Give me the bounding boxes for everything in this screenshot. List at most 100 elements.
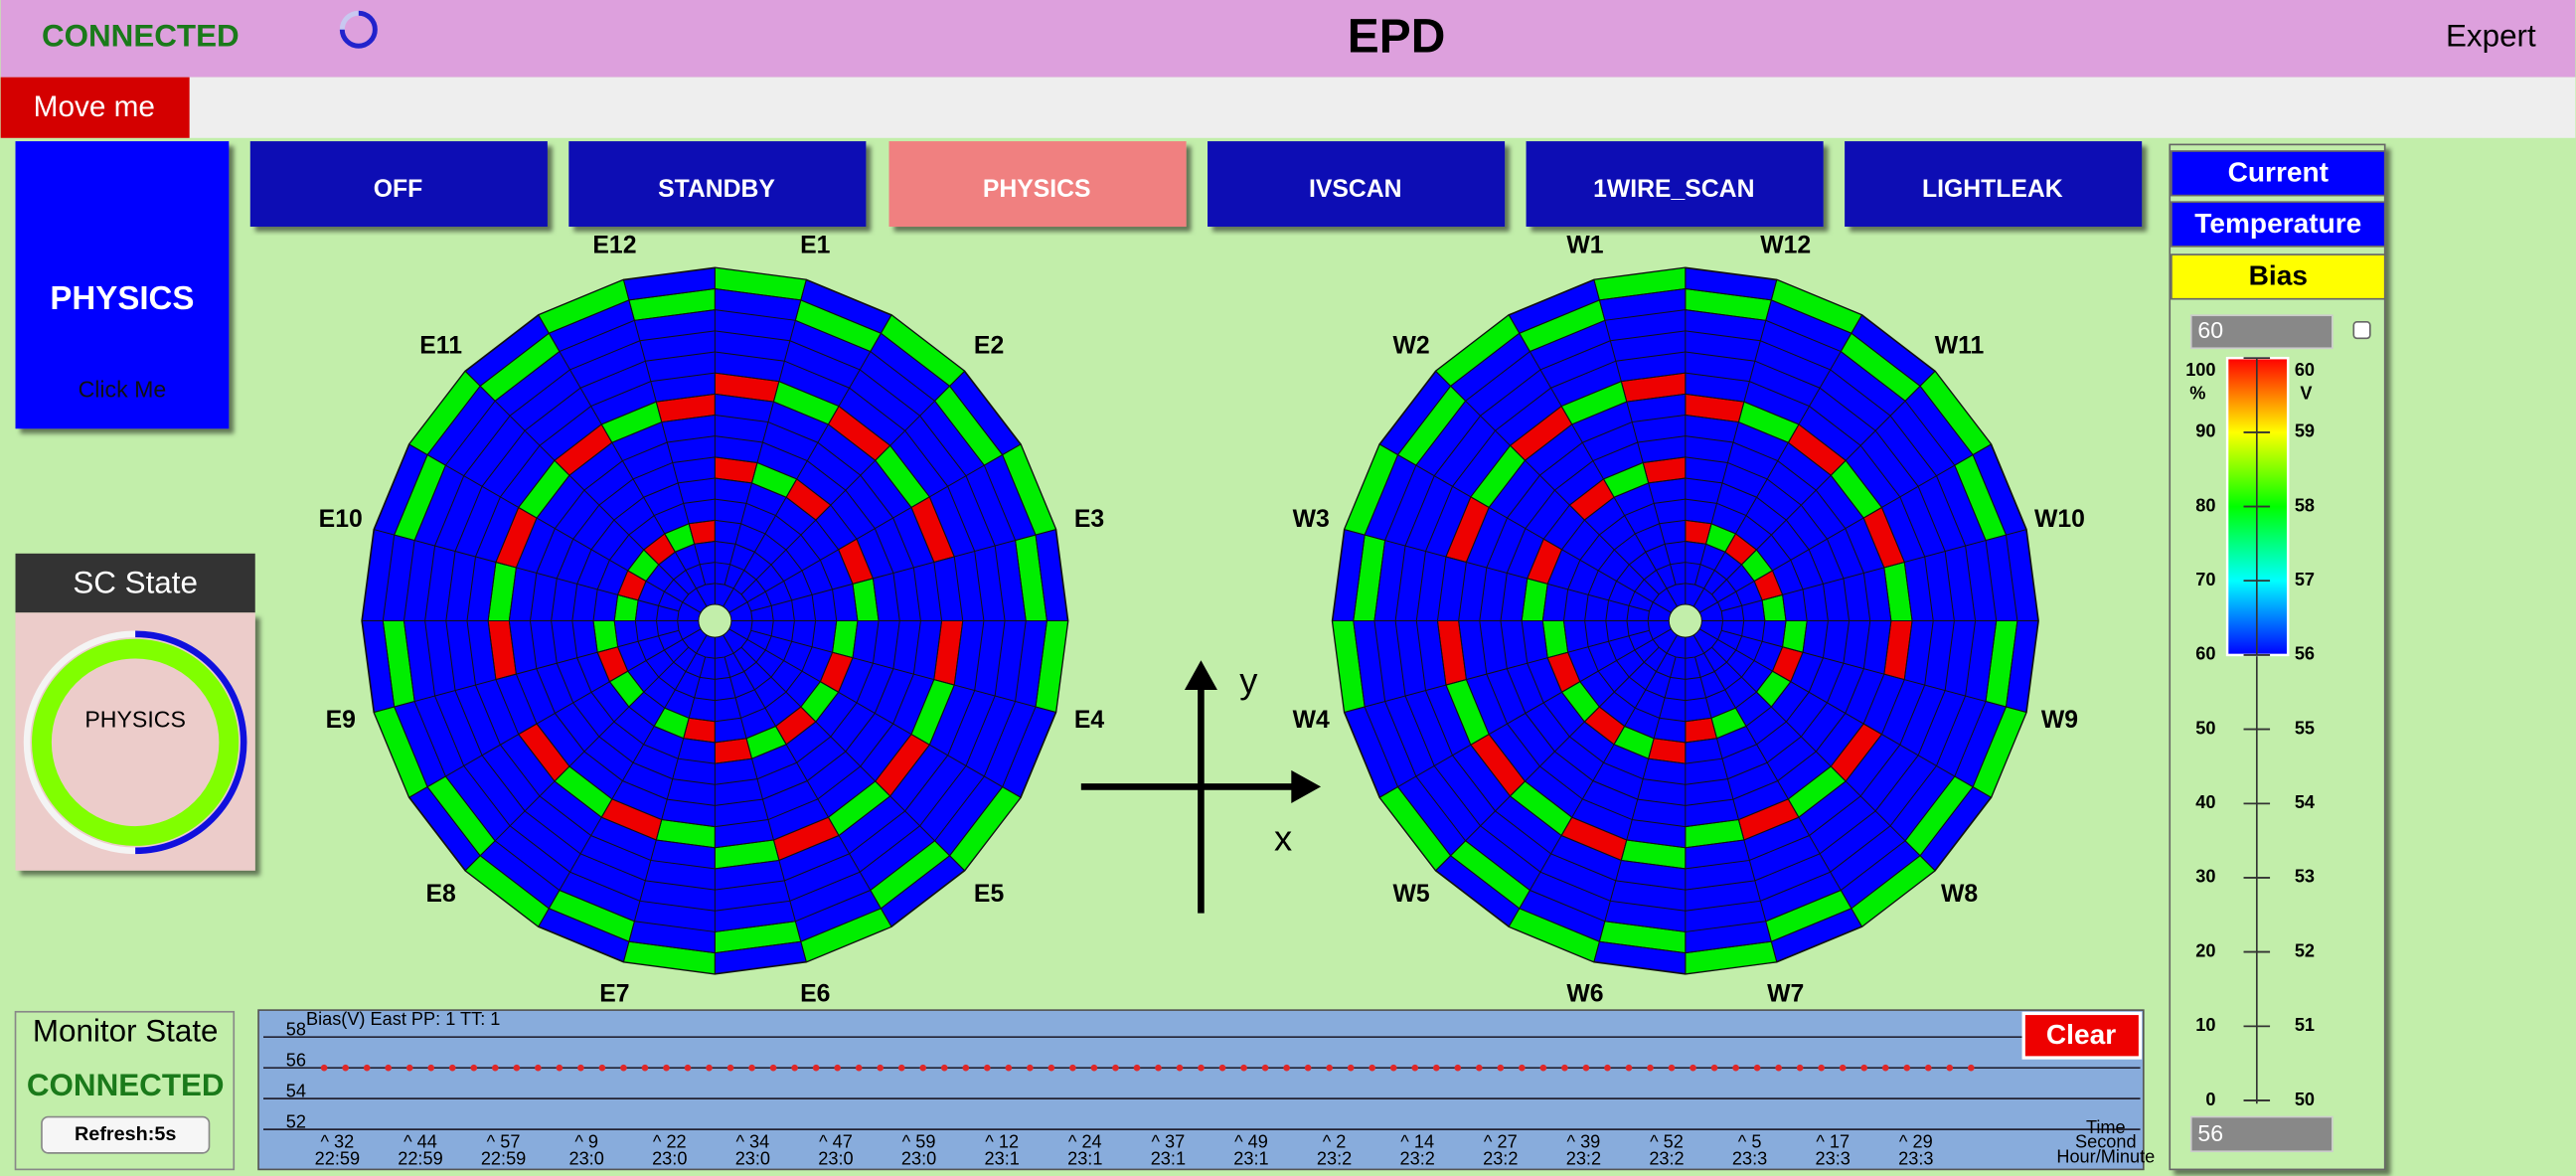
panel-button[interactable]: [2171, 253, 2386, 300]
clear-button-label[interactable]: Clear: [2046, 1019, 2116, 1050]
wheel-hole: [1668, 603, 1702, 638]
sector-label: W10: [2034, 506, 2085, 533]
sc-header: [15, 553, 255, 613]
data-point: [1476, 1064, 1483, 1072]
x-tick-label: ^ 47: [819, 1132, 853, 1152]
wheel-spoke: [538, 634, 708, 927]
data-point: [1347, 1064, 1355, 1072]
sector-label: E2: [974, 332, 1004, 359]
panel-button[interactable]: [2171, 201, 2386, 248]
data-point: [1903, 1064, 1911, 1072]
header-bar: [0, 0, 2576, 78]
mode-button-label[interactable]: PHYSICS: [983, 176, 1091, 203]
wheel-spoke: [1508, 634, 1679, 927]
sector-label: E1: [800, 232, 831, 258]
data-point: [791, 1064, 798, 1072]
y-tick-label: 58: [286, 1019, 306, 1039]
data-point: [1519, 1064, 1526, 1072]
max-input-value[interactable]: 60: [2197, 317, 2223, 343]
mode-button-label[interactable]: 1WIRE_SCAN: [1593, 176, 1754, 203]
mode-button[interactable]: [1208, 141, 1506, 228]
sector-label: E8: [426, 881, 457, 908]
wheel-spoke: [740, 646, 965, 872]
data-point: [598, 1064, 606, 1072]
wheel-spoke: [464, 646, 690, 872]
mode-button[interactable]: [249, 141, 548, 228]
move-button-label[interactable]: Move me: [34, 90, 155, 123]
min-input[interactable]: [2189, 1115, 2334, 1153]
mode-button[interactable]: [888, 141, 1187, 228]
right-tick-label: 57: [2295, 570, 2315, 589]
data-point: [1133, 1064, 1141, 1072]
x-tick-label: ^ 57: [487, 1132, 521, 1152]
x-tick-label: 23:2: [1400, 1148, 1435, 1168]
x-tick-label: ^ 14: [1400, 1132, 1434, 1152]
panel-button-label[interactable]: Bias: [2249, 260, 2308, 291]
data-point: [684, 1064, 692, 1072]
mode-button-label[interactable]: LIGHTLEAK: [1922, 176, 2063, 203]
data-point: [726, 1064, 734, 1072]
mode-button[interactable]: [568, 141, 867, 228]
mode-button[interactable]: [1526, 141, 1824, 228]
wheel-spoke: [1344, 529, 1650, 612]
refresh-label[interactable]: Refresh:5s: [75, 1123, 176, 1145]
right-tick-label: 54: [2295, 792, 2315, 812]
panel-button-label[interactable]: Current: [2228, 157, 2329, 188]
main-button[interactable]: [15, 141, 230, 429]
data-point: [1625, 1064, 1633, 1072]
x-tick-label: 23:2: [1483, 1148, 1518, 1168]
data-point: [1668, 1064, 1676, 1072]
left-tick-label: 60: [2195, 644, 2215, 664]
data-point: [1796, 1064, 1804, 1072]
mode-label[interactable]: Expert: [2446, 18, 2536, 53]
main-button-label[interactable]: PHYSICS: [50, 280, 194, 317]
wheel-spoke: [374, 629, 680, 713]
x-tick-label: 23:1: [1151, 1148, 1186, 1168]
data-point: [385, 1064, 393, 1072]
data-point: [1818, 1064, 1825, 1072]
x-tick-label: 23:0: [735, 1148, 770, 1168]
data-point: [492, 1064, 499, 1072]
axis-y-label: y: [1239, 660, 1258, 701]
mode-button-label[interactable]: STANDBY: [658, 176, 775, 203]
auto-checkbox[interactable]: [2352, 321, 2371, 340]
data-point: [1411, 1064, 1419, 1072]
x-tick-label: ^ 32: [320, 1132, 354, 1152]
sector-label: E4: [1074, 707, 1105, 734]
data-point: [320, 1064, 328, 1072]
sector-label: E7: [599, 981, 629, 1008]
y-arrowhead: [1184, 660, 1217, 690]
sector-label: W11: [1935, 332, 1985, 359]
main-button-hint[interactable]: Click Me: [79, 376, 167, 402]
wheel-spoke: [1344, 629, 1650, 713]
x-tick-label: 23:0: [568, 1148, 603, 1168]
x-tick-label: ^ 2: [1323, 1132, 1347, 1152]
wheel-spoke: [1698, 628, 1992, 798]
move-button[interactable]: [0, 77, 190, 138]
wheel-spoke: [723, 314, 892, 607]
data-point: [1968, 1064, 1975, 1072]
clear-button[interactable]: [2021, 1011, 2143, 1060]
max-input[interactable]: [2189, 314, 2334, 350]
min-input-value[interactable]: 56: [2197, 1120, 2223, 1146]
sector-label: W12: [1760, 232, 1811, 258]
right-unit: V: [2300, 383, 2312, 403]
refresh-button[interactable]: [41, 1115, 211, 1154]
sector-label: W1: [1566, 232, 1603, 258]
panel-button-label[interactable]: Temperature: [2194, 208, 2361, 239]
mode-button-label[interactable]: IVSCAN: [1309, 176, 1402, 203]
wheel-spoke: [622, 279, 707, 586]
strip-chart-bg: [257, 1009, 2145, 1171]
x-tick-label: ^ 34: [735, 1132, 769, 1152]
wheel-spoke: [1593, 279, 1677, 586]
panel-button[interactable]: [2171, 150, 2386, 197]
sector-label: W2: [1393, 332, 1430, 359]
x-tick-label: 23:2: [1566, 1148, 1601, 1168]
mode-button[interactable]: [1845, 141, 2143, 228]
sector-label: W3: [1293, 506, 1330, 533]
data-point: [577, 1064, 584, 1072]
x-tick-label: ^ 52: [1650, 1132, 1684, 1152]
sector-label: W7: [1767, 981, 1804, 1008]
data-point: [1924, 1064, 1932, 1072]
mode-button-label[interactable]: OFF: [374, 176, 423, 203]
